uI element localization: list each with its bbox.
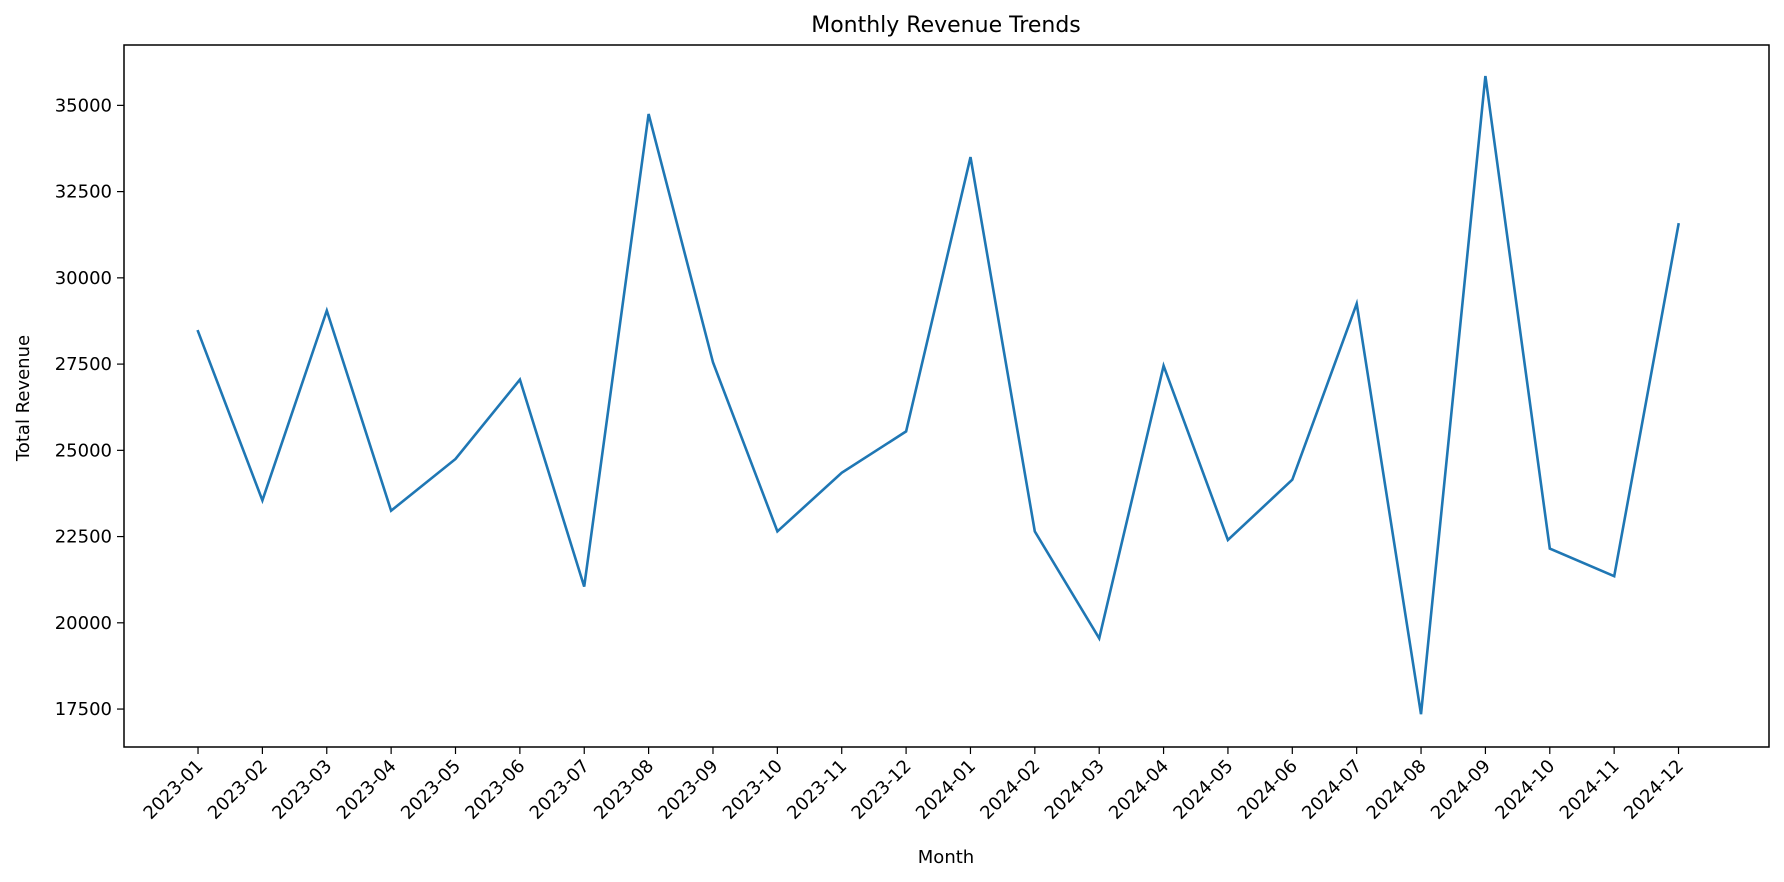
y-tick-label: 32500 (55, 182, 112, 203)
plot-frame (123, 44, 1770, 748)
series-group (196, 75, 1681, 715)
y-tick-label: 35000 (55, 95, 112, 116)
y-axis-label: Total Revenue (13, 335, 34, 462)
chart-title: Monthly Revenue Trends (811, 13, 1081, 38)
y-tick-label: 25000 (55, 440, 112, 461)
y-tick-label: 17500 (55, 699, 112, 720)
y-tick-label: 20000 (55, 613, 112, 634)
series-line (196, 75, 1681, 715)
y-tick-label: 22500 (55, 527, 112, 548)
y-tick-label: 27500 (55, 354, 112, 375)
x-axis-label: Month (918, 847, 974, 868)
y-axis-ticks: 17500 20000 22500 25000 27500 30000 32500 35000 (55, 95, 124, 720)
y-tick-label: 30000 (55, 268, 112, 289)
